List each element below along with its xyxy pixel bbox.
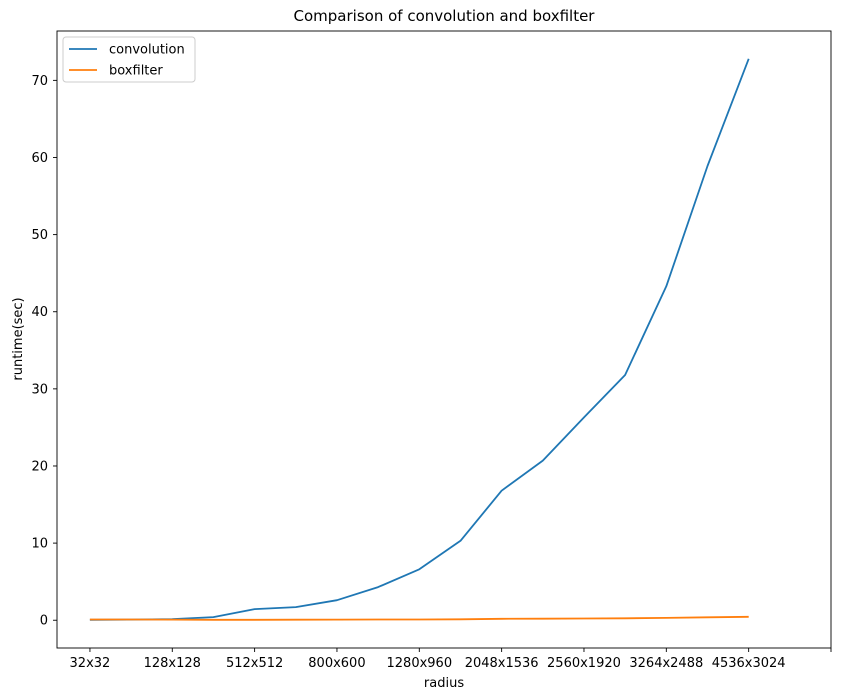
y-tick-label: 10 [31, 537, 48, 552]
y-tick-label: 40 [31, 305, 48, 320]
y-tick-label: 50 [31, 228, 48, 243]
x-axis-label: radius [424, 676, 464, 691]
series-layer [89, 58, 750, 621]
x-tick-label: 128x128 [144, 656, 201, 671]
x-tick-label: 800x600 [308, 656, 365, 671]
plot-area [56, 30, 832, 649]
legend-label-boxfilter: boxfilter [109, 64, 163, 79]
x-tick-label: 32x32 [70, 656, 111, 671]
x-tick-label: 2560x1920 [547, 656, 621, 671]
y-tick-label: 30 [31, 382, 48, 397]
y-tick-label: 0 [40, 614, 48, 629]
y-tick-label: 60 [31, 151, 48, 166]
x-tick-label: 2048x1536 [465, 656, 539, 671]
y-axis-label: runtime(sec) [11, 297, 26, 380]
y-axis-ticks: 0 10 20 30 40 50 60 70 [31, 74, 57, 629]
x-tick-label: 3264x2488 [629, 656, 703, 671]
chart-title: Comparison of convolution and boxfilter [294, 7, 596, 25]
x-tick-label: 512x512 [226, 656, 283, 671]
legend: convolution boxfilter [62, 36, 196, 83]
y-tick-label: 70 [31, 74, 48, 89]
x-tick-label: 4536x3024 [712, 656, 786, 671]
x-axis-ticks: 32x32 128x128 512x512 800x600 1280x960 2048x1… [70, 648, 832, 671]
legend-label-convolution: convolution [109, 43, 185, 58]
y-tick-label: 20 [31, 459, 48, 474]
series-line-boxfilter [89, 615, 749, 621]
series-line-convolution [89, 58, 750, 621]
x-tick-label: 1280x960 [387, 656, 453, 671]
